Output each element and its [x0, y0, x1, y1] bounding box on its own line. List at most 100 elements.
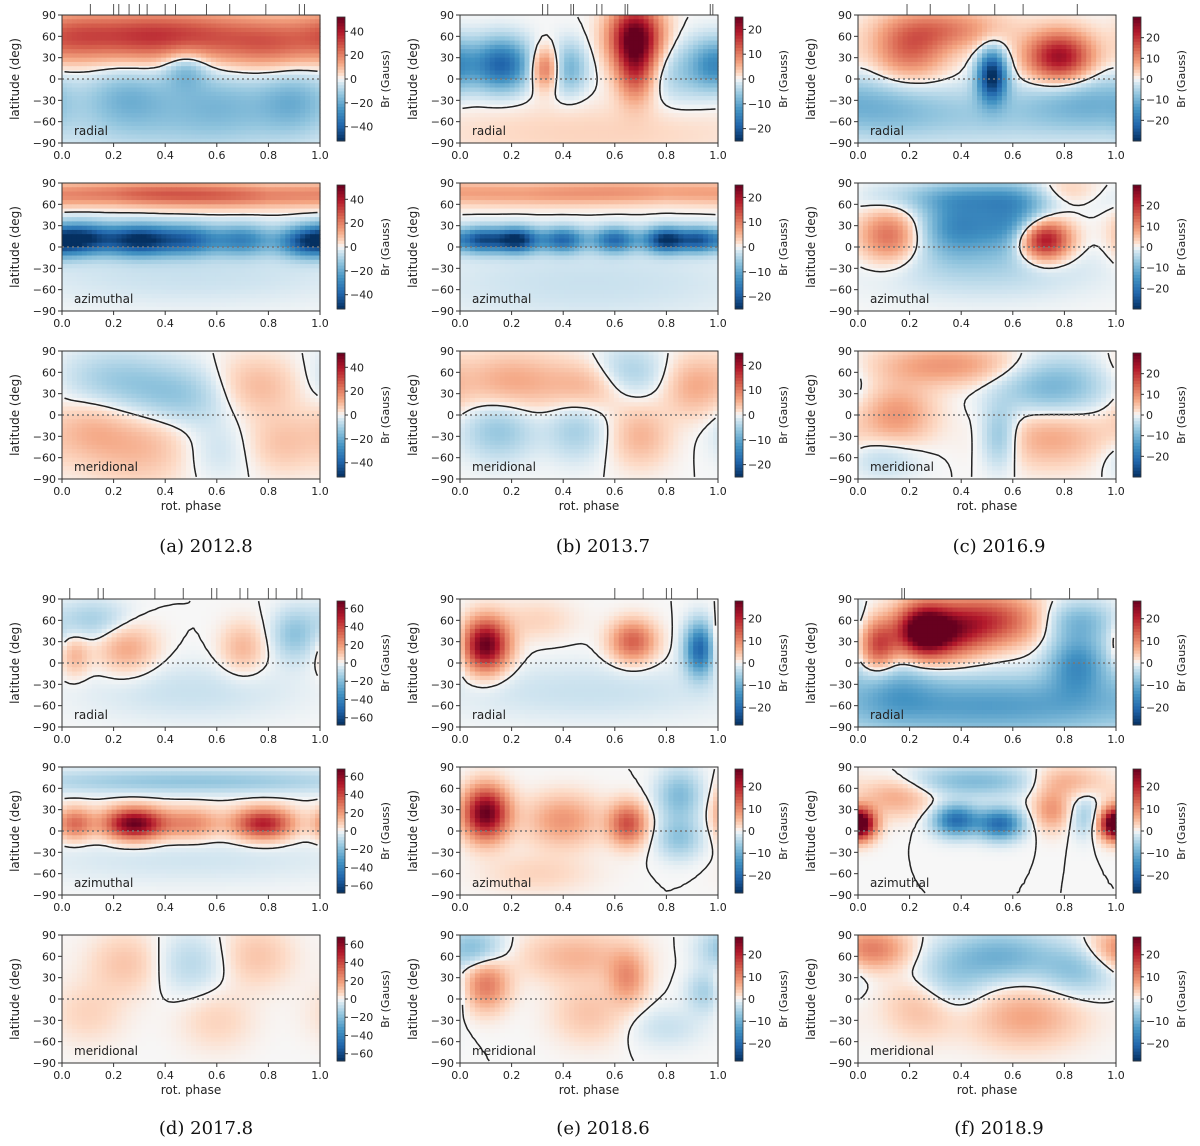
heatmap-cell [136, 40, 142, 46]
heatmap-cell [240, 255, 247, 261]
heatmap-cell [136, 225, 142, 231]
heatmap-cell [275, 208, 281, 214]
heatmap-cell [191, 410, 197, 416]
heatmap-cell [295, 200, 301, 205]
heatmap-cell [96, 247, 103, 252]
heatmap-cell [171, 187, 177, 193]
heatmap-cell [161, 70, 167, 76]
heatmap-cell [62, 242, 68, 248]
heatmap-cell [205, 83, 212, 89]
heatmap-cell [250, 302, 257, 308]
colorbar-swatch [337, 377, 345, 382]
heatmap-cell [265, 40, 271, 46]
heatmap-cell [161, 134, 167, 140]
heatmap-cell [225, 217, 232, 222]
heatmap-cell [166, 397, 172, 403]
heatmap-cell [161, 247, 167, 252]
heatmap-cell [255, 415, 262, 420]
heatmap-cell [121, 268, 128, 274]
heatmap-cell [230, 259, 237, 265]
heatmap-cell [315, 393, 321, 399]
colorbar-swatch [337, 32, 345, 37]
heatmap-cell [62, 453, 68, 459]
heatmap-cell [101, 187, 108, 193]
heatmap-cell [131, 27, 138, 33]
heatmap-cell [200, 36, 207, 42]
heatmap-cell [310, 474, 316, 480]
heatmap-cell [116, 251, 123, 257]
heatmap-cell [270, 264, 276, 269]
heatmap-cell [255, 238, 262, 244]
heatmap-cell [161, 461, 167, 467]
heatmap-cell [285, 125, 291, 131]
heatmap-cell [62, 44, 68, 50]
heatmap-cell [171, 191, 177, 197]
heatmap-cell [126, 372, 133, 378]
heatmap-cell [76, 393, 83, 399]
heatmap-cell [96, 293, 103, 299]
heatmap-cell [176, 121, 182, 127]
heatmap-cell [131, 293, 138, 299]
heatmap-cell [265, 225, 271, 231]
heatmap-cell [315, 57, 321, 63]
y-tick-label: 60 [42, 30, 56, 43]
heatmap-cell [106, 87, 113, 93]
heatmap-cell [310, 402, 316, 408]
heatmap-cell [171, 419, 177, 425]
heatmap-cell [255, 36, 262, 42]
heatmap-cell [235, 104, 242, 110]
heatmap-cell [106, 457, 113, 463]
heatmap-cell [101, 208, 108, 214]
heatmap-cell [200, 293, 207, 299]
heatmap-cell [270, 87, 276, 93]
heatmap-cell [240, 53, 247, 59]
heatmap-cell [111, 187, 118, 193]
heatmap-cell [215, 393, 222, 399]
heatmap-cell [191, 36, 197, 42]
heatmap-cell [101, 130, 108, 136]
heatmap-cell [191, 389, 197, 395]
heatmap-cell [240, 27, 247, 33]
heatmap-cell [151, 368, 157, 373]
heatmap-cell [280, 32, 286, 37]
heatmap-cell [141, 217, 147, 222]
heatmap-cell [116, 427, 123, 433]
colorbar-swatch [337, 88, 345, 92]
heatmap-cell [195, 363, 202, 369]
heatmap-cell [295, 251, 301, 257]
heatmap-cell [260, 289, 267, 295]
heatmap-cell [310, 423, 316, 429]
heatmap-cell [310, 259, 316, 265]
heatmap-cell [265, 436, 271, 442]
heatmap-cell [91, 306, 98, 312]
heatmap-cell [290, 276, 296, 282]
heatmap-cell [315, 104, 321, 110]
colorbar-swatch [337, 433, 345, 438]
heatmap-cell [215, 268, 222, 274]
heatmap-cell [205, 389, 212, 395]
heatmap-cell [225, 255, 232, 261]
heatmap-cell [126, 389, 133, 395]
heatmap-cell [81, 285, 88, 291]
heatmap-cell [121, 397, 128, 403]
heatmap-cell [200, 27, 207, 33]
heatmap-cell [131, 268, 138, 274]
heatmap-cell [186, 96, 192, 101]
heatmap-cell [270, 183, 276, 188]
heatmap-cell [265, 432, 271, 437]
heatmap-cell [220, 436, 227, 442]
heatmap-cell [96, 229, 103, 235]
heatmap-cell [91, 225, 98, 231]
heatmap-cell [200, 96, 207, 101]
heatmap-cell [300, 423, 306, 429]
heatmap-cell [215, 376, 222, 382]
heatmap-cell [191, 402, 197, 408]
heatmap-cell [106, 427, 113, 433]
heatmap-cell [146, 461, 152, 467]
heatmap-cell [161, 66, 167, 72]
heatmap-cell [225, 191, 232, 197]
heatmap-cell [310, 432, 316, 437]
heatmap-cell [91, 466, 98, 472]
heatmap-cell [579, 15, 585, 20]
heatmap-cell [275, 268, 281, 274]
